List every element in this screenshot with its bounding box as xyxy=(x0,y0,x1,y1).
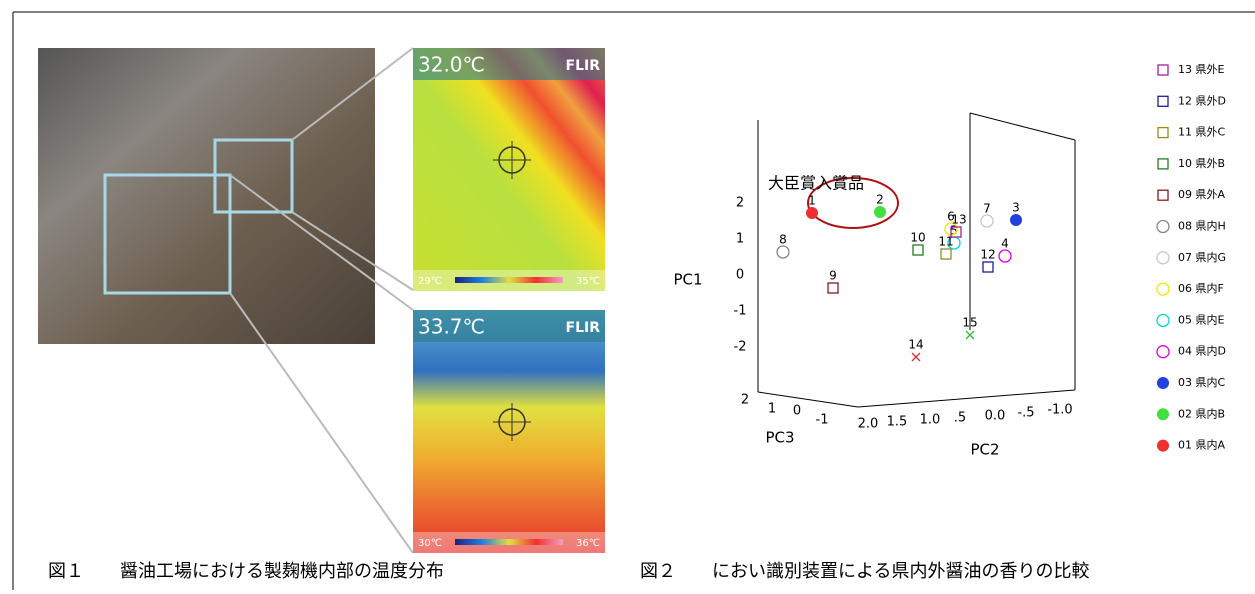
point xyxy=(913,245,923,255)
caption: 図２ におい識別装置による県内外醤油の香りの比較 xyxy=(640,561,1089,582)
legend-marker xyxy=(1157,346,1169,358)
legend-label: 10 県外B xyxy=(1178,157,1225,170)
legend-label: 08 県内H xyxy=(1178,219,1226,233)
legend-marker xyxy=(1158,128,1168,138)
legend-label: 02 県内B xyxy=(1178,406,1225,420)
scale-min: 29℃ xyxy=(418,276,442,287)
point-label: 3 xyxy=(1012,201,1020,215)
point xyxy=(941,249,951,259)
legend-label: 01 県内A xyxy=(1178,438,1225,452)
legend-label: 07 県内G xyxy=(1178,250,1226,264)
point xyxy=(1010,214,1022,226)
legend-label: 13 県外E xyxy=(1178,63,1224,76)
brand: FLIR xyxy=(566,58,601,74)
pc1-tick-label: 0 xyxy=(736,268,744,283)
scale-max: 36℃ xyxy=(576,538,600,549)
legend-marker xyxy=(1157,283,1169,295)
legend-label: 03 県内C xyxy=(1178,375,1225,389)
pc2-tick-label: 1.5 xyxy=(887,415,908,430)
point xyxy=(828,283,838,293)
pc3-tick-label: 2 xyxy=(741,393,749,408)
pc2-tick-label: 0.0 xyxy=(985,409,1006,424)
pc3-tick-label: 0 xyxy=(793,404,801,419)
scale-bar xyxy=(455,539,563,545)
pc3-tick-label: 1 xyxy=(768,402,776,417)
brand: FLIR xyxy=(566,320,601,336)
legend-marker xyxy=(1157,440,1169,452)
scale-bar xyxy=(455,277,563,283)
pc1-tick-label: 2 xyxy=(736,196,744,211)
pc2-tick-label: .5 xyxy=(954,411,966,426)
point xyxy=(981,215,993,227)
point xyxy=(874,206,886,218)
pc1-tick-label: -1 xyxy=(734,304,747,319)
legend-marker xyxy=(1157,408,1169,420)
axis-label: PC1 xyxy=(673,271,702,289)
legend-label: 04 県内D xyxy=(1178,344,1226,358)
scale-max: 35℃ xyxy=(576,276,600,287)
point xyxy=(777,246,789,258)
point-label: 4 xyxy=(1001,237,1009,251)
legend-marker xyxy=(1158,96,1168,106)
point-label: 12 xyxy=(980,248,995,262)
pc2-tick-label: -.5 xyxy=(1017,406,1034,421)
axes-box xyxy=(758,113,1075,407)
pc3-tick-label: -1 xyxy=(816,413,829,428)
point-label: 14 xyxy=(908,338,923,352)
legend-marker xyxy=(1157,314,1169,326)
photo xyxy=(38,48,375,344)
point-label: 9 xyxy=(829,269,837,283)
temperature: 32.0℃ xyxy=(418,53,485,77)
legend-label: 11 県外C xyxy=(1178,126,1225,139)
point-label: 7 xyxy=(983,202,991,216)
thermal-image xyxy=(413,310,605,553)
point xyxy=(983,262,993,272)
legend-label: 12 県外D xyxy=(1178,94,1226,107)
pc1-tick-label: 1 xyxy=(736,232,744,247)
point-label: 1 xyxy=(808,194,816,208)
pc1-tick-label: -2 xyxy=(734,340,747,355)
legend-marker xyxy=(1158,190,1168,200)
axis-label: PC3 xyxy=(765,429,794,447)
point-label: 13 xyxy=(951,213,966,227)
legend-marker xyxy=(1157,252,1169,264)
legend-marker xyxy=(1158,65,1168,75)
pc2-tick-label: 2.0 xyxy=(858,417,879,432)
figure: 大臣賞入賞品 PC1 PC3 PC2 図１ 醤油工場における製麹機内部の温度分布… xyxy=(0,0,1255,590)
thermal-image xyxy=(413,48,605,291)
point xyxy=(806,207,818,219)
pc2-tick-label: -1.0 xyxy=(1047,403,1072,418)
annotation: 大臣賞入賞品 xyxy=(768,174,864,193)
page: 大臣賞入賞品 PC1 PC3 PC2 図１ 醤油工場における製麹機内部の温度分布… xyxy=(0,0,1255,590)
scale-min: 30℃ xyxy=(418,538,442,549)
legend-label: 06 県内F xyxy=(1178,281,1224,295)
point-label: 15 xyxy=(962,316,977,330)
pc2-tick-label: 1.0 xyxy=(920,413,941,428)
legend-label: 09 県外A xyxy=(1178,188,1225,201)
point-label: 10 xyxy=(910,231,925,245)
axis-label: PC2 xyxy=(970,441,999,459)
temperature: 33.7℃ xyxy=(418,315,485,339)
caption: 図１ 醤油工場における製麹機内部の温度分布 xyxy=(48,561,444,582)
legend-marker xyxy=(1157,221,1169,233)
point-label: 8 xyxy=(779,233,787,247)
point xyxy=(999,250,1011,262)
legend-marker xyxy=(1158,159,1168,169)
point-label: 2 xyxy=(876,193,884,207)
legend-marker xyxy=(1157,377,1169,389)
legend-label: 05 県内E xyxy=(1178,312,1224,326)
